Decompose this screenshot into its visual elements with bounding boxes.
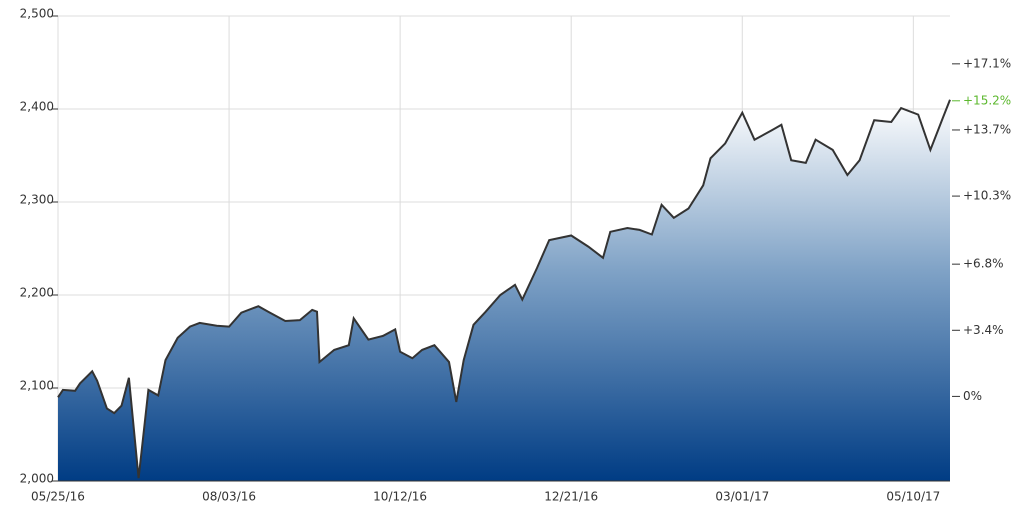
line	[57, 99, 951, 479]
y2-tick-label: +10.3%	[963, 189, 1011, 203]
y2-tick-label: +3.4%	[963, 323, 1004, 337]
y-tick-label: 2,300	[20, 193, 54, 207]
x-tick-label: 08/03/16	[202, 490, 256, 504]
y-tick-label: 2,100	[20, 379, 54, 393]
y2-tick-label: +13.7%	[963, 122, 1011, 136]
y2-tick-label: +6.8%	[963, 257, 1004, 271]
x-tick-label: 03/01/17	[715, 490, 769, 504]
y-tick-label: 2,200	[20, 286, 54, 300]
area	[58, 99, 950, 481]
y2-tick-label: 0%	[963, 389, 982, 403]
y-tick-label: 2,400	[20, 100, 54, 114]
y2-tick-label: +17.1%	[963, 56, 1011, 70]
x-tick-label: 10/12/16	[373, 490, 427, 504]
x-tick-label: 12/21/16	[544, 490, 598, 504]
x-tick-label: 05/10/17	[886, 490, 940, 504]
y-tick-label: 2,000	[20, 472, 54, 486]
last-value-label: +15.2%	[963, 93, 1011, 107]
x-tick-label: 05/25/16	[31, 490, 85, 504]
y-tick-label: 2,500	[20, 7, 54, 21]
